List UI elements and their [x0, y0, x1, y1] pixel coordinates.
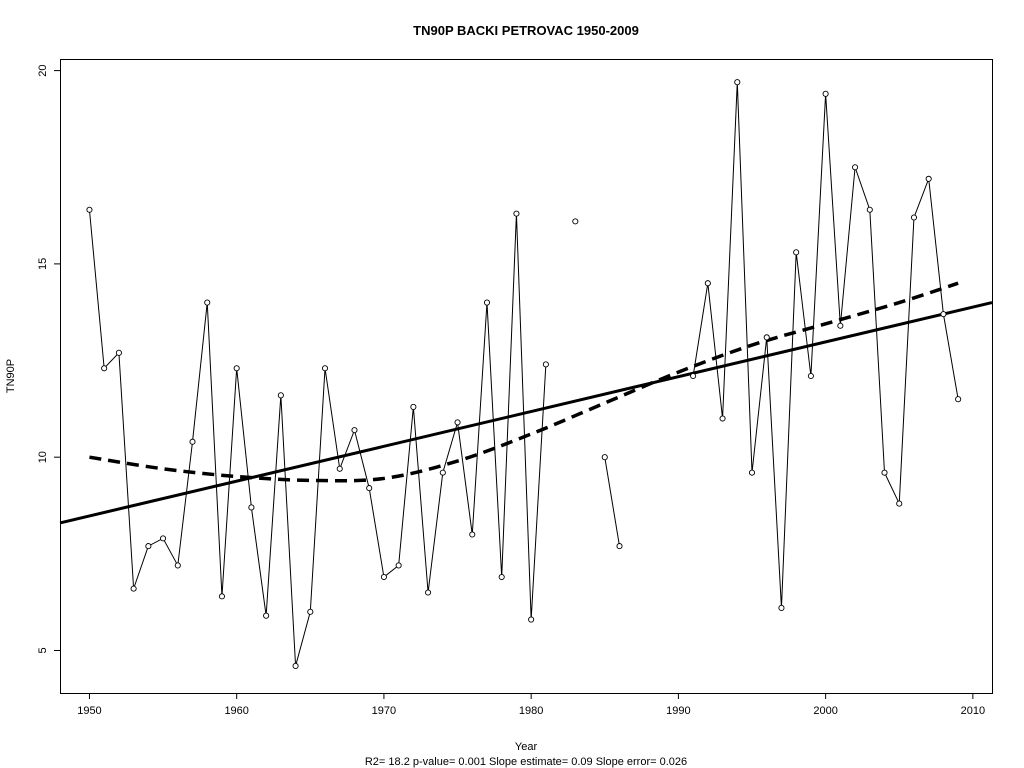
x-tick-label: 1970 — [372, 705, 396, 717]
data-point — [189, 438, 196, 445]
data-point — [248, 504, 255, 511]
data-point — [454, 419, 461, 426]
x-tick-label: 2000 — [813, 705, 837, 717]
data-point — [866, 206, 873, 213]
data-point — [469, 531, 476, 538]
data-point — [881, 469, 888, 476]
data-point — [704, 280, 711, 287]
data-point — [292, 662, 299, 669]
data-point — [321, 365, 329, 372]
data-point — [940, 311, 947, 318]
plot-area — [59, 79, 993, 669]
data-point — [513, 210, 520, 217]
data-point — [351, 427, 358, 434]
data-point — [366, 485, 373, 492]
data-point — [86, 206, 93, 213]
data-point — [572, 218, 579, 225]
data-point — [601, 454, 608, 461]
y-tick-label: 10 — [37, 451, 49, 463]
data-point — [616, 543, 623, 550]
y-tick-label: 20 — [37, 64, 49, 76]
data-point — [204, 299, 211, 306]
data-point — [380, 573, 387, 581]
data-point — [822, 90, 829, 97]
data-point — [763, 334, 770, 341]
data-point — [439, 469, 446, 476]
data-point — [101, 365, 108, 372]
linear-trend-line — [59, 301, 993, 525]
data-point — [130, 585, 137, 592]
series-line-segment — [88, 209, 547, 667]
data-point — [395, 562, 402, 569]
data-point — [837, 322, 844, 329]
data-point — [793, 249, 800, 256]
data-point — [145, 543, 152, 550]
x-tick-label: 1950 — [77, 705, 101, 717]
data-point — [307, 608, 314, 615]
x-axis: 1950 1960 1970 1980 1990 2000 2010 — [77, 693, 985, 717]
y-axis: 5 10 15 20 — [37, 64, 60, 654]
data-point — [719, 415, 726, 422]
series-line-segment — [604, 457, 620, 547]
data-point — [483, 299, 491, 306]
data-point — [498, 573, 505, 581]
data-point — [233, 365, 240, 372]
data-point — [852, 164, 859, 171]
x-tick-label: 1980 — [519, 705, 543, 717]
data-point — [277, 392, 284, 399]
x-axis-label: Year — [515, 741, 538, 753]
series-line-segment — [692, 82, 959, 608]
data-point — [160, 535, 167, 542]
data-point — [807, 372, 814, 380]
data-point — [778, 604, 785, 612]
x-tick-label: 1960 — [224, 705, 248, 717]
plot-frame — [60, 59, 993, 694]
data-point — [528, 616, 535, 623]
data-point — [925, 175, 932, 182]
chart-footer-stats: R2= 18.2 p-value= 0.001 Slope estimate= … — [365, 756, 687, 768]
data-point — [425, 589, 432, 596]
data-point — [896, 500, 903, 507]
data-point — [910, 214, 918, 221]
data-point — [263, 612, 270, 619]
x-tick-label: 1990 — [666, 705, 690, 717]
data-point — [542, 361, 549, 368]
data-point — [336, 465, 343, 472]
data-point — [115, 349, 122, 356]
data-point — [690, 372, 697, 380]
y-tick-label: 5 — [37, 647, 49, 653]
chart-title: TN90P BACKI PETROVAC 1950-2009 — [413, 23, 639, 38]
data-point — [955, 396, 962, 403]
x-tick-label: 2010 — [961, 705, 985, 717]
data-point — [410, 403, 417, 410]
y-tick-label: 15 — [37, 258, 49, 270]
data-point — [218, 593, 226, 600]
data-point — [174, 562, 181, 569]
data-point — [734, 79, 741, 86]
y-axis-label: TN90P — [5, 359, 17, 393]
data-point — [748, 469, 756, 476]
smooth-trend-curve — [89, 281, 959, 483]
